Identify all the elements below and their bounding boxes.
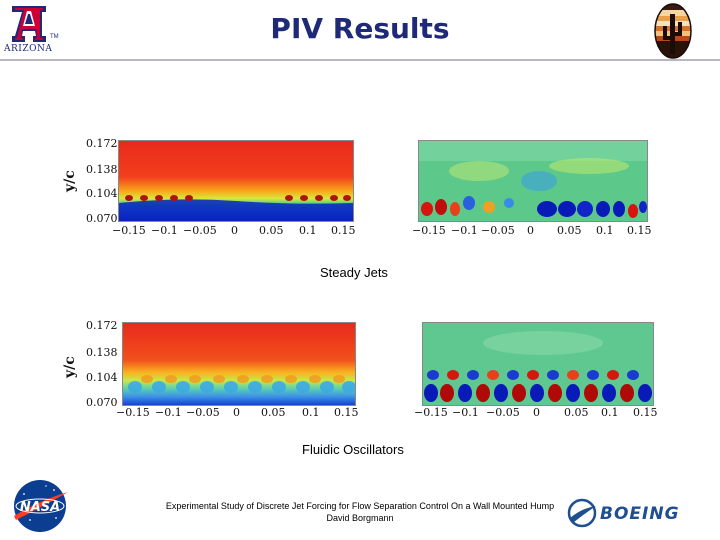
x-tick: −0.05 [186, 406, 220, 419]
x-tick: −0.1 [452, 406, 479, 419]
x-tick: 0.1 [601, 406, 619, 419]
header-divider [0, 59, 720, 61]
x-tick: 0.15 [334, 406, 359, 419]
footer-author: David Borgmann [326, 513, 394, 523]
caption-steady-jets: Steady Jets [320, 265, 388, 280]
contour-plot-steady-fluctuation [418, 140, 648, 222]
x-tick: 0.15 [331, 224, 356, 237]
y-tick: 0.172 [86, 319, 118, 332]
slide-title: PIV Results [270, 12, 450, 45]
x-tick: 0.1 [302, 406, 320, 419]
x-tick: −0.15 [412, 224, 446, 237]
trademark-mark: TM [50, 34, 59, 40]
x-tick: 0 [527, 224, 534, 237]
y-tick: 0.104 [86, 187, 118, 200]
university-wordmark: ARIZONA [4, 44, 53, 54]
y-axis-label: y/c [62, 356, 78, 378]
x-tick: −0.15 [116, 406, 150, 419]
y-axis-label: y/c [62, 170, 78, 192]
x-tick: 0 [533, 406, 540, 419]
x-tick: 0.15 [633, 406, 658, 419]
nasa-logo: NASA [10, 478, 70, 534]
x-tick: −0.1 [151, 224, 178, 237]
boeing-wordmark: BOEING [600, 504, 680, 524]
x-tick: 0.05 [261, 406, 286, 419]
nasa-wordmark: NASA [20, 500, 60, 515]
x-tick: 0 [233, 406, 240, 419]
y-tick: 0.172 [86, 137, 118, 150]
y-tick: 0.070 [86, 212, 118, 225]
caption-fluidic-oscillators: Fluidic Oscillators [302, 442, 404, 457]
contour-plot-oscillator-fluctuation [422, 322, 654, 406]
x-tick: −0.05 [183, 224, 217, 237]
y-tick: 0.138 [86, 163, 118, 176]
x-tick: −0.05 [486, 406, 520, 419]
y-tick: 0.138 [86, 346, 118, 359]
boeing-logo: BOEING [566, 496, 714, 530]
footer-title: Experimental Study of Discrete Jet Forci… [165, 501, 555, 511]
x-tick: −0.15 [112, 224, 146, 237]
x-tick: 0.05 [259, 224, 284, 237]
x-tick: 0.1 [299, 224, 317, 237]
university-of-arizona-logo [0, 2, 60, 62]
y-tick: 0.070 [86, 396, 118, 409]
x-tick: −0.15 [414, 406, 448, 419]
contour-plot-oscillator-mean [122, 322, 356, 406]
saguaro-sunset-logo [650, 2, 696, 60]
x-tick: 0.15 [627, 224, 652, 237]
x-tick: −0.1 [451, 224, 478, 237]
footer-citation: Experimental Study of Discrete Jet Forci… [110, 500, 610, 524]
x-tick: 0.05 [564, 406, 589, 419]
contour-plot-steady-mean [118, 140, 354, 222]
x-tick: 0.1 [596, 224, 614, 237]
x-tick: 0.05 [557, 224, 582, 237]
x-tick: 0 [231, 224, 238, 237]
x-tick: −0.1 [155, 406, 182, 419]
y-tick: 0.104 [86, 371, 118, 384]
x-tick: −0.05 [481, 224, 515, 237]
